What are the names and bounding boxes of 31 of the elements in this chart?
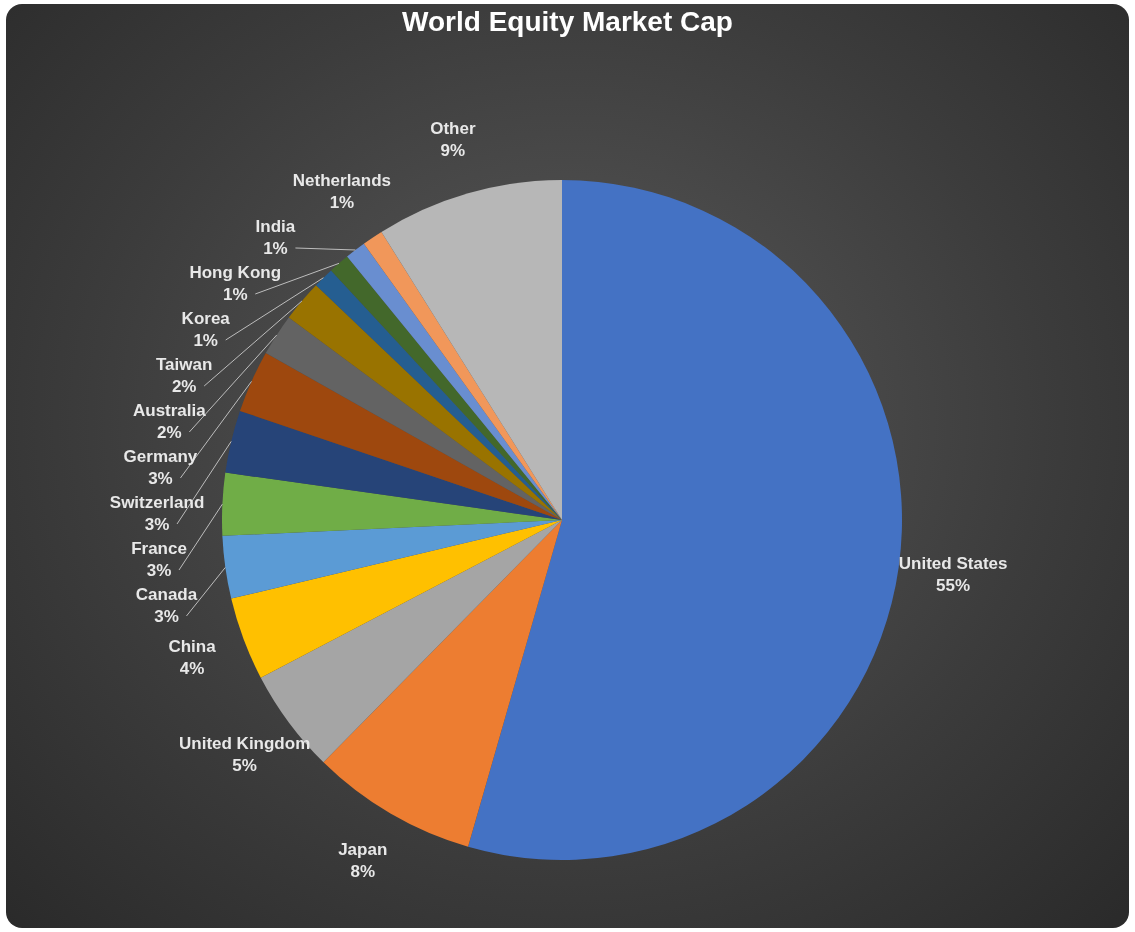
data-label: 5%	[232, 755, 257, 775]
slice-label: France	[131, 538, 187, 558]
slice-label: United States	[898, 553, 1008, 573]
slice-label: Hong Kong	[189, 262, 282, 282]
slice-label: Korea	[181, 308, 231, 328]
data-label: 3%	[144, 514, 170, 534]
data-label: 2%	[171, 376, 197, 396]
data-label: 1%	[263, 238, 288, 258]
data-label: 3%	[148, 468, 173, 488]
data-label: 1%	[193, 330, 218, 350]
slice-label: Netherlands	[292, 170, 392, 190]
data-label: 55%	[936, 575, 971, 595]
slice-label: China	[168, 636, 217, 656]
slice-label: Japan	[338, 839, 388, 859]
data-label: 1%	[329, 192, 355, 212]
slice-label: Taiwan	[156, 354, 213, 374]
slice-label: United Kingdom	[178, 733, 311, 753]
slice-label: Other	[430, 119, 476, 139]
data-label: 2%	[157, 422, 182, 442]
data-label: 9%	[440, 141, 466, 161]
slice-label: Germany	[123, 446, 198, 466]
chart-title: World Equity Market Cap	[401, 6, 734, 38]
data-label: 3%	[154, 606, 179, 626]
slice-label: Canada	[135, 584, 198, 604]
slice-label: Australia	[132, 400, 207, 420]
data-label: 4%	[179, 658, 205, 678]
slice-label: Switzerland	[109, 492, 205, 512]
data-label: 8%	[350, 861, 376, 881]
slice-label: India	[255, 216, 296, 236]
data-label: 3%	[146, 560, 172, 580]
data-label: 1%	[222, 284, 248, 304]
